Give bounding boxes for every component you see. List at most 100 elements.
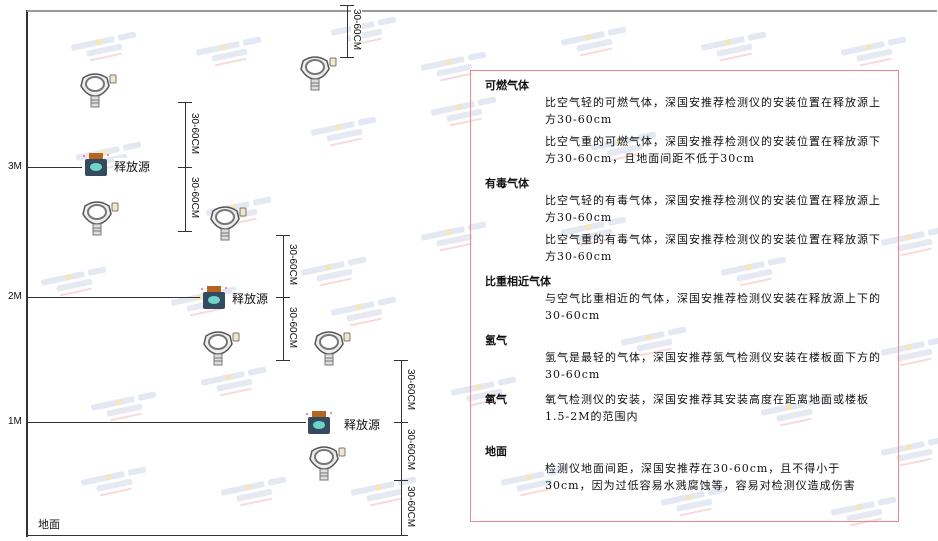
floor-line <box>27 535 407 536</box>
dimension-tick <box>340 57 354 58</box>
dimension-tick <box>394 360 408 361</box>
section-text: 比空气轻的有毒气体，深国安推荐检测仪的安装位置在释放源上方30-60cm <box>545 194 881 224</box>
watermark-logo <box>218 473 292 513</box>
watermark-logo <box>878 333 938 373</box>
dimension-line <box>185 167 186 231</box>
dimension-tick <box>394 535 408 536</box>
dimension-label: 30-60CM <box>189 177 200 219</box>
section-title: 氢气 <box>485 334 507 347</box>
level-1m-line <box>28 422 306 423</box>
dimension-tick <box>276 297 290 298</box>
level-2m-label: 2M <box>8 291 22 302</box>
watermark-logo <box>418 218 492 258</box>
level-1m-label: 1M <box>8 416 22 427</box>
watermark-logo <box>618 323 692 363</box>
dimension-line <box>347 5 348 57</box>
dimension-tick <box>178 231 192 232</box>
panel-section: 有毒气体比空气轻的有毒气体，深国安推荐检测仪的安装位置在释放源上方30-60cm… <box>485 175 888 270</box>
release-source-icon <box>306 409 332 435</box>
watermark-logo <box>328 13 402 53</box>
release-source-icon <box>201 284 227 310</box>
dimension-label: 30-60CM <box>405 369 416 411</box>
watermark-logo <box>348 473 422 513</box>
guideline-panel: 可燃气体比空气轻的可燃气体，深国安推荐检测仪的安装位置在释放源上方30-60cm… <box>470 70 899 522</box>
watermark-logo <box>758 393 832 433</box>
ceiling-line <box>27 10 937 12</box>
release-source-icon <box>83 151 109 177</box>
level-3m-line <box>28 167 82 168</box>
watermark-logo <box>193 33 267 73</box>
section-text: 氢气是最轻的气体，深国安推荐氢气检测仪安装在楼板面下方的30-60cm <box>545 351 881 381</box>
dimension-label: 30-60CM <box>287 306 298 348</box>
level-3m-label: 3M <box>8 161 22 172</box>
watermark-logo <box>308 113 382 153</box>
dimension-tick <box>178 102 192 103</box>
dimension-line <box>401 480 402 535</box>
dimension-label: 30-60CM <box>351 9 362 51</box>
watermark-logo <box>588 128 662 168</box>
watermark-logo <box>558 213 632 253</box>
section-text: 比空气重的可燃气体，深国安推荐检测仪的安装位置在释放源下方30-60cm，且地面… <box>545 135 881 165</box>
section-title: 比重相近气体 <box>485 275 551 288</box>
watermark-logo <box>88 388 162 428</box>
watermark-logo <box>718 253 792 293</box>
section-text: 与空气比重相近的气体，深国安推荐检测仪安装在释放源上下的30-60cm <box>545 292 881 322</box>
section-text: 比空气重的有毒气体，深国安推荐检测仪的安装位置在释放源下方30-60cm <box>545 233 881 263</box>
dimension-tick <box>276 235 290 236</box>
section-text: 氧气检测仪的安装，深国安推荐其安装高度在距离地面或楼板1.5-2M的范围内 <box>545 393 869 423</box>
watermark-logo <box>498 463 572 503</box>
ground-label: 地面 <box>38 518 60 531</box>
dimension-tick <box>340 5 354 6</box>
watermark-logo <box>448 373 522 413</box>
release-source-label: 释放源 <box>232 290 269 307</box>
watermark-logo <box>878 223 938 263</box>
gas-detector-icon <box>77 72 117 108</box>
watermark-logo <box>878 433 938 473</box>
watermark-logo <box>698 28 772 68</box>
watermark-logo <box>38 263 112 303</box>
dimension-line <box>283 235 284 297</box>
dimension-tick <box>394 480 408 481</box>
dimension-line <box>283 297 284 360</box>
dimension-label: 30-60CM <box>189 112 200 154</box>
watermark-logo <box>428 93 502 133</box>
dimension-label: 30-60CM <box>405 429 416 471</box>
gas-detector-icon <box>200 330 240 366</box>
section-title: 地面 <box>485 445 507 458</box>
section-title: 氧气 <box>485 393 507 406</box>
watermark-logo <box>78 463 152 503</box>
release-source-label: 释放源 <box>344 416 381 433</box>
section-title: 可燃气体 <box>485 79 529 92</box>
dimension-label: 30-60CM <box>287 244 298 286</box>
dimension-line <box>401 360 402 422</box>
dimension-line <box>185 102 186 167</box>
dimension-tick <box>178 167 192 168</box>
watermark-logo <box>418 48 492 88</box>
section-text: 检测仪地面间距，深国安推荐在30-60cm，且不得小于30cm，因为过低容易水溅… <box>545 462 856 492</box>
gas-detector-icon <box>207 205 247 241</box>
watermark-logo <box>198 363 272 403</box>
watermark-logo <box>658 483 732 523</box>
section-text: 比空气轻的可燃气体，深国安推荐检测仪的安装位置在释放源上方30-60cm <box>545 96 881 126</box>
watermark-logo <box>558 23 632 63</box>
gas-detector-icon <box>306 445 346 481</box>
watermark-logo <box>298 253 372 293</box>
dimension-label: 30-60CM <box>405 485 416 527</box>
level-2m-line <box>28 297 200 298</box>
gas-detector-icon <box>311 330 351 366</box>
release-source-label: 释放源 <box>114 158 151 175</box>
watermark-logo <box>838 33 912 73</box>
watermark-logo <box>328 293 402 333</box>
watermark-logo <box>828 493 902 533</box>
panel-section: 氢气氢气是最轻的气体，深国安推荐氢气检测仪安装在楼板面下方的30-60cm <box>485 332 888 388</box>
gas-detector-icon <box>297 55 337 91</box>
dimension-tick <box>276 360 290 361</box>
panel-section: 可燃气体比空气轻的可燃气体，深国安推荐检测仪的安装位置在释放源上方30-60cm… <box>485 77 888 172</box>
section-title: 有毒气体 <box>485 177 529 190</box>
dimension-tick <box>394 422 408 423</box>
wall-line <box>26 10 28 537</box>
gas-detector-icon <box>79 200 119 236</box>
watermark-logo <box>68 28 142 68</box>
panel-section: 比重相近气体与空气比重相近的气体，深国安推荐检测仪安装在释放源上下的30-60c… <box>485 273 888 329</box>
panel-section: 地面检测仪地面间距，深国安推荐在30-60cm，且不得小于30cm，因为过低容易… <box>485 443 888 499</box>
